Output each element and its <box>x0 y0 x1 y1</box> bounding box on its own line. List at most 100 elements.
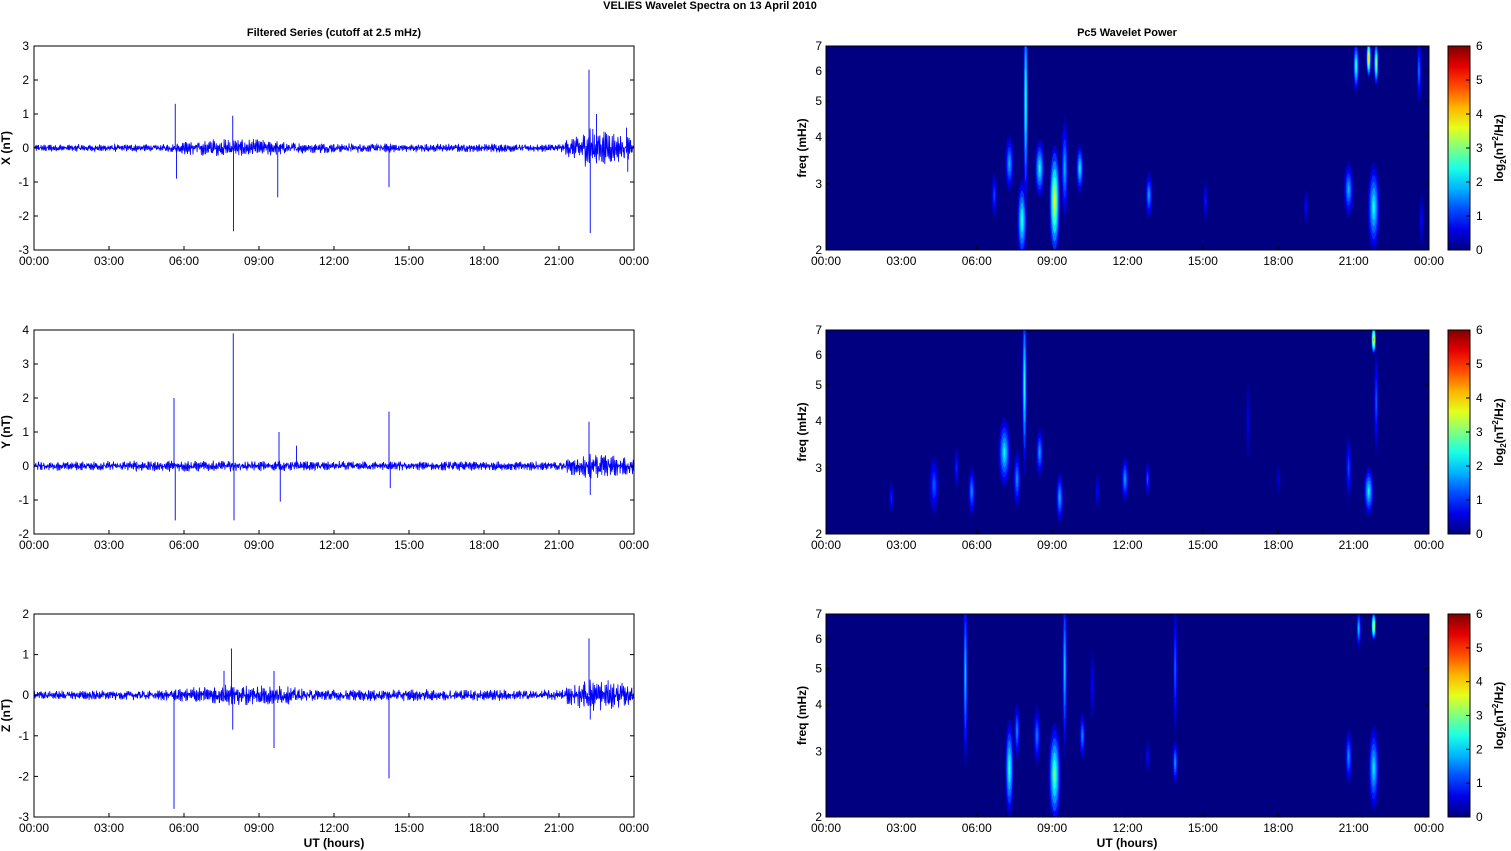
x-tick-label: 00:00 <box>619 254 649 268</box>
plot-area <box>34 614 634 817</box>
heatmap-blobs <box>962 614 1380 817</box>
power-contour <box>890 495 892 501</box>
x-tick-label: 03:00 <box>886 254 916 268</box>
y-tick-label: 4 <box>815 414 822 428</box>
y-tick-label: 7 <box>815 39 822 53</box>
colorbar-tick-label: 3 <box>1476 425 1483 439</box>
power-contour <box>1174 759 1176 766</box>
heatmap-blobs <box>888 330 1379 524</box>
y-axis-label: freq (mHz) <box>795 402 809 461</box>
x-tick-label: 00:00 <box>619 538 649 552</box>
power-contour <box>1064 655 1066 682</box>
colorbar-tick-label: 4 <box>1476 391 1483 405</box>
x-tick-label: 21:00 <box>1339 821 1369 835</box>
power-contour <box>1348 463 1349 473</box>
power-contour <box>1053 193 1056 210</box>
x-tick-label: 00:00 <box>811 538 841 552</box>
power-contour <box>1059 493 1061 502</box>
x-tick-label: 18:00 <box>1263 254 1293 268</box>
power-contour <box>1305 204 1307 210</box>
colorbar-label-part: (nT <box>1492 140 1506 159</box>
x-tick-label: 21:00 <box>1339 538 1369 552</box>
colorbar-tick-label: 0 <box>1476 810 1483 824</box>
power-contour <box>1081 732 1083 740</box>
colorbar-tick-label: 1 <box>1476 493 1483 507</box>
y-tick-label: -1 <box>18 175 29 189</box>
y-tick-label: -1 <box>18 729 29 743</box>
x-tick-label: 15:00 <box>394 254 424 268</box>
x-tick-label: 18:00 <box>469 821 499 835</box>
y-tick-label: 3 <box>815 744 822 758</box>
y-axis-label: X (nT) <box>0 131 13 165</box>
y-tick-label: 2 <box>815 527 822 541</box>
y-tick-label: 2 <box>22 607 29 621</box>
right-column-title: Pc5 Wavelet Power <box>1077 27 1178 39</box>
colorbar-label-part: (nT <box>1492 424 1506 443</box>
x-tick-label: 09:00 <box>244 821 274 835</box>
power-contour <box>1025 84 1027 117</box>
y-tick-label: 6 <box>815 64 822 78</box>
heatmap-background <box>826 614 1429 817</box>
power-contour <box>1079 164 1081 173</box>
colorbar-tick-label: 2 <box>1476 742 1483 756</box>
time-series-panel-z: -3 -2 -1 0 1 2 00:00 03:00 06:00 09:00 12:00 15:00 1… <box>0 607 649 835</box>
x-tick-label: 06:00 <box>962 538 992 552</box>
colorbar-label-part: /Hz) <box>1492 682 1506 704</box>
x-tick-label: 03:00 <box>886 821 916 835</box>
time-series-panel-y: -2 -1 0 1 2 3 4 00:00 03:00 06:00 09:00 12:00 15:00 1… <box>0 323 649 552</box>
x-tick-label: 12:00 <box>1112 254 1142 268</box>
colorbar-label: log2(nT2/Hz) <box>1491 682 1508 750</box>
x-tick-label: 03:00 <box>94 821 124 835</box>
heatmap-blobs <box>991 46 1424 250</box>
colorbar-label-part: log <box>1492 448 1506 466</box>
signal-trace <box>33 453 635 479</box>
x-tick-label: 09:00 <box>244 538 274 552</box>
x-tick-label: 06:00 <box>169 821 199 835</box>
y-tick-label: -2 <box>18 527 29 541</box>
colorbar-label-part: 2 <box>1499 726 1508 731</box>
power-contour <box>1373 337 1375 342</box>
y-tick-label: -3 <box>18 243 29 257</box>
power-contour <box>1016 726 1018 736</box>
x-tick-label: 00:00 <box>1414 821 1444 835</box>
x-tick-label: 09:00 <box>1037 538 1067 552</box>
x-tick-label: 06:00 <box>962 821 992 835</box>
power-contour <box>1372 762 1375 775</box>
x-tick-label: 15:00 <box>394 538 424 552</box>
y-tick-label: 0 <box>22 141 29 155</box>
y-tick-label: 2 <box>815 243 822 257</box>
y-tick-label: 3 <box>815 461 822 475</box>
colorbar-tick-label: 6 <box>1476 607 1483 621</box>
power-contour <box>1147 754 1148 760</box>
power-contour <box>993 191 995 199</box>
x-tick-label: 18:00 <box>469 254 499 268</box>
x-tick-label: 18:00 <box>469 538 499 552</box>
x-tick-label: 21:00 <box>544 821 574 835</box>
figure-title: VELIES Wavelet Spectra on 13 April 2010 <box>603 0 817 12</box>
y-tick-label: 5 <box>815 378 822 392</box>
power-contour <box>933 480 935 490</box>
y-tick-label: 7 <box>815 323 822 337</box>
colorbar-tick-label: 2 <box>1476 459 1483 473</box>
colorbar-label-part: 2 <box>1491 703 1500 708</box>
colorbar-tick-label: 4 <box>1476 675 1483 689</box>
colorbar-label-part: 2 <box>1499 159 1508 164</box>
power-contour <box>1096 488 1098 494</box>
power-contour <box>971 487 973 495</box>
y-axis-label: Z (nT) <box>0 699 13 732</box>
y-tick-label: 2 <box>22 391 29 405</box>
power-contour <box>1003 447 1006 458</box>
x-tick-label: 06:00 <box>962 254 992 268</box>
x-tick-label: 06:00 <box>169 538 199 552</box>
y-tick-label: -1 <box>18 493 29 507</box>
x-tick-label: 00:00 <box>19 254 49 268</box>
y-tick-label: 7 <box>815 607 822 621</box>
wavelet-panel-y: 2 3 4 5 6 7 00:00 03:00 06:00 09:00 12:00 15:00 18:0… <box>795 323 1508 552</box>
colorbar-label-part: 2 <box>1499 443 1508 448</box>
y-tick-label: 6 <box>815 348 822 362</box>
power-contour <box>1053 767 1056 782</box>
power-contour <box>1039 448 1041 457</box>
colorbar-tick-label: 4 <box>1476 107 1483 121</box>
power-contour <box>965 661 966 689</box>
x-tick-label: 12:00 <box>319 254 349 268</box>
